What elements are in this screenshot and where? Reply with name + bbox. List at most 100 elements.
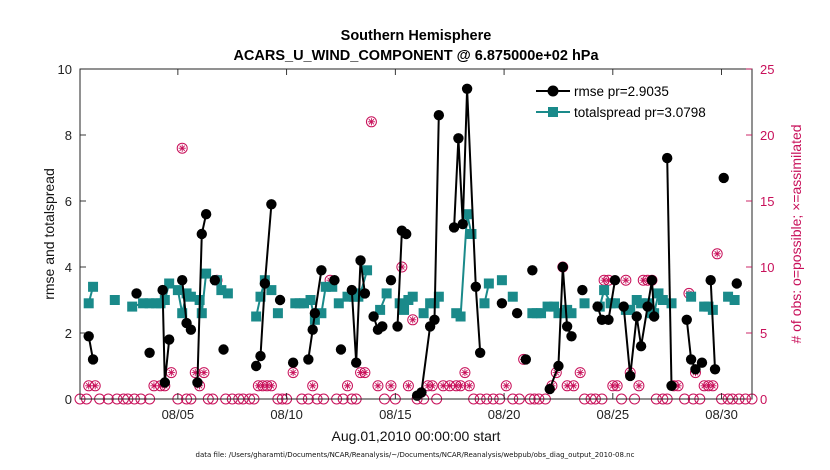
- obs-marker: [426, 380, 438, 392]
- totalspread-point: [394, 298, 405, 309]
- totalspread-point: [407, 291, 418, 302]
- totalspread-point: [159, 295, 170, 305]
- rmse-point: [144, 347, 155, 358]
- rmse-point: [429, 314, 440, 325]
- rmse-point: [642, 301, 653, 312]
- x-tick-label: 08/05: [162, 407, 195, 422]
- rmse-point: [690, 364, 701, 375]
- obs-marker: [287, 367, 299, 379]
- totalspread-point: [144, 298, 155, 309]
- rmse-point: [163, 334, 175, 345]
- totalspread-point: [609, 298, 620, 309]
- rmse-point: [666, 380, 677, 391]
- x-tick-label: 08/10: [270, 407, 303, 422]
- rmse-point: [368, 311, 379, 322]
- totalspread-point: [109, 295, 120, 305]
- totalspread-point: [216, 285, 227, 296]
- rmse-point: [618, 301, 629, 312]
- obs-marker: [307, 380, 319, 392]
- rmse-point: [661, 152, 673, 164]
- rmse-line: [255, 204, 273, 367]
- obs-marker: [198, 367, 210, 379]
- obs-marker: [396, 261, 408, 273]
- rmse-point: [561, 321, 573, 332]
- rmse-point: [433, 110, 445, 121]
- rmse-line: [350, 260, 366, 363]
- obs-marker: [463, 380, 475, 392]
- totalspread-point: [483, 278, 494, 289]
- totalspread-point: [362, 265, 373, 276]
- legend-marker-rmse: [547, 85, 559, 97]
- totalspread-point: [177, 308, 188, 319]
- rmse-point: [474, 347, 486, 358]
- totalspread-point: [172, 285, 183, 296]
- obs-marker: [385, 380, 397, 392]
- rmse-point: [131, 288, 142, 299]
- rmse-point: [287, 357, 299, 368]
- totalspread-point: [418, 308, 429, 319]
- totalspread-point: [433, 291, 444, 302]
- totalspread-point: [553, 308, 564, 319]
- totalspread-point: [381, 288, 392, 299]
- rmse-point: [511, 308, 523, 319]
- rmse-point: [470, 281, 482, 292]
- obs-marker: [402, 380, 414, 392]
- obs-marker: [633, 380, 645, 392]
- legend: rmse pr=2.9035 totalspread pr=3.0798: [533, 75, 745, 125]
- y-tick-label: 0: [65, 392, 72, 407]
- totalspread-point: [342, 291, 353, 302]
- rmse-point: [274, 294, 286, 306]
- totalspread-point: [299, 298, 309, 309]
- rmse-point: [266, 199, 277, 210]
- legend-box: [533, 75, 745, 125]
- rmse-point: [520, 354, 532, 365]
- obs-marker: [372, 380, 384, 392]
- totalspread-point: [201, 268, 212, 279]
- totalspread-point: [496, 275, 507, 286]
- rmse-point: [681, 314, 692, 325]
- totalspread-point: [251, 311, 262, 322]
- rmse-point: [335, 344, 347, 355]
- y-right-tick-label: 0: [760, 392, 767, 407]
- totalspread-point: [255, 291, 266, 302]
- totalspread-point: [636, 298, 647, 309]
- rmse-point: [527, 265, 538, 276]
- x-axis-label: Aug.01,2010 00:00:00 start: [332, 428, 501, 444]
- obs-marker: [407, 314, 419, 326]
- totalspread-point: [507, 291, 518, 302]
- rmse-point: [718, 172, 729, 184]
- y-right-tick-label: 10: [760, 260, 774, 275]
- totalspread-point: [185, 291, 196, 302]
- totalspread-point: [305, 295, 316, 305]
- y-axis-label: rmse and totalspread: [41, 168, 57, 300]
- y-tick-label: 2: [65, 326, 72, 341]
- legend-marker-spread: [548, 107, 558, 117]
- rmse-point: [553, 360, 564, 372]
- rmse-point: [457, 218, 468, 230]
- rmse-point: [159, 377, 171, 388]
- y-tick-label: 8: [65, 128, 72, 143]
- rmse-point: [346, 284, 358, 296]
- rmse-point: [355, 255, 366, 266]
- totalspread-point: [653, 288, 664, 299]
- y-axis-right-label: # of obs: o=possible; ×=assimilated: [788, 124, 804, 343]
- chart-title: Southern Hemisphere: [341, 28, 492, 44]
- obs-marker: [707, 380, 719, 392]
- totalspread-point: [83, 298, 94, 309]
- y-tick-label: 6: [65, 194, 72, 209]
- totalspread-point: [549, 301, 560, 312]
- rmse-point: [705, 275, 716, 286]
- rmse-point: [461, 83, 473, 95]
- x-tick-label: 08/15: [379, 407, 412, 422]
- rmse-point: [350, 357, 362, 368]
- rmse-point: [696, 357, 708, 368]
- rmse-point: [87, 354, 99, 365]
- totalspread-point: [164, 278, 175, 289]
- rmse-point: [392, 321, 403, 332]
- rmse-point: [359, 288, 371, 299]
- rmse-point: [192, 377, 203, 388]
- totalspread-point: [657, 295, 668, 305]
- obs-marker: [459, 367, 471, 379]
- plot-frame: [79, 68, 753, 400]
